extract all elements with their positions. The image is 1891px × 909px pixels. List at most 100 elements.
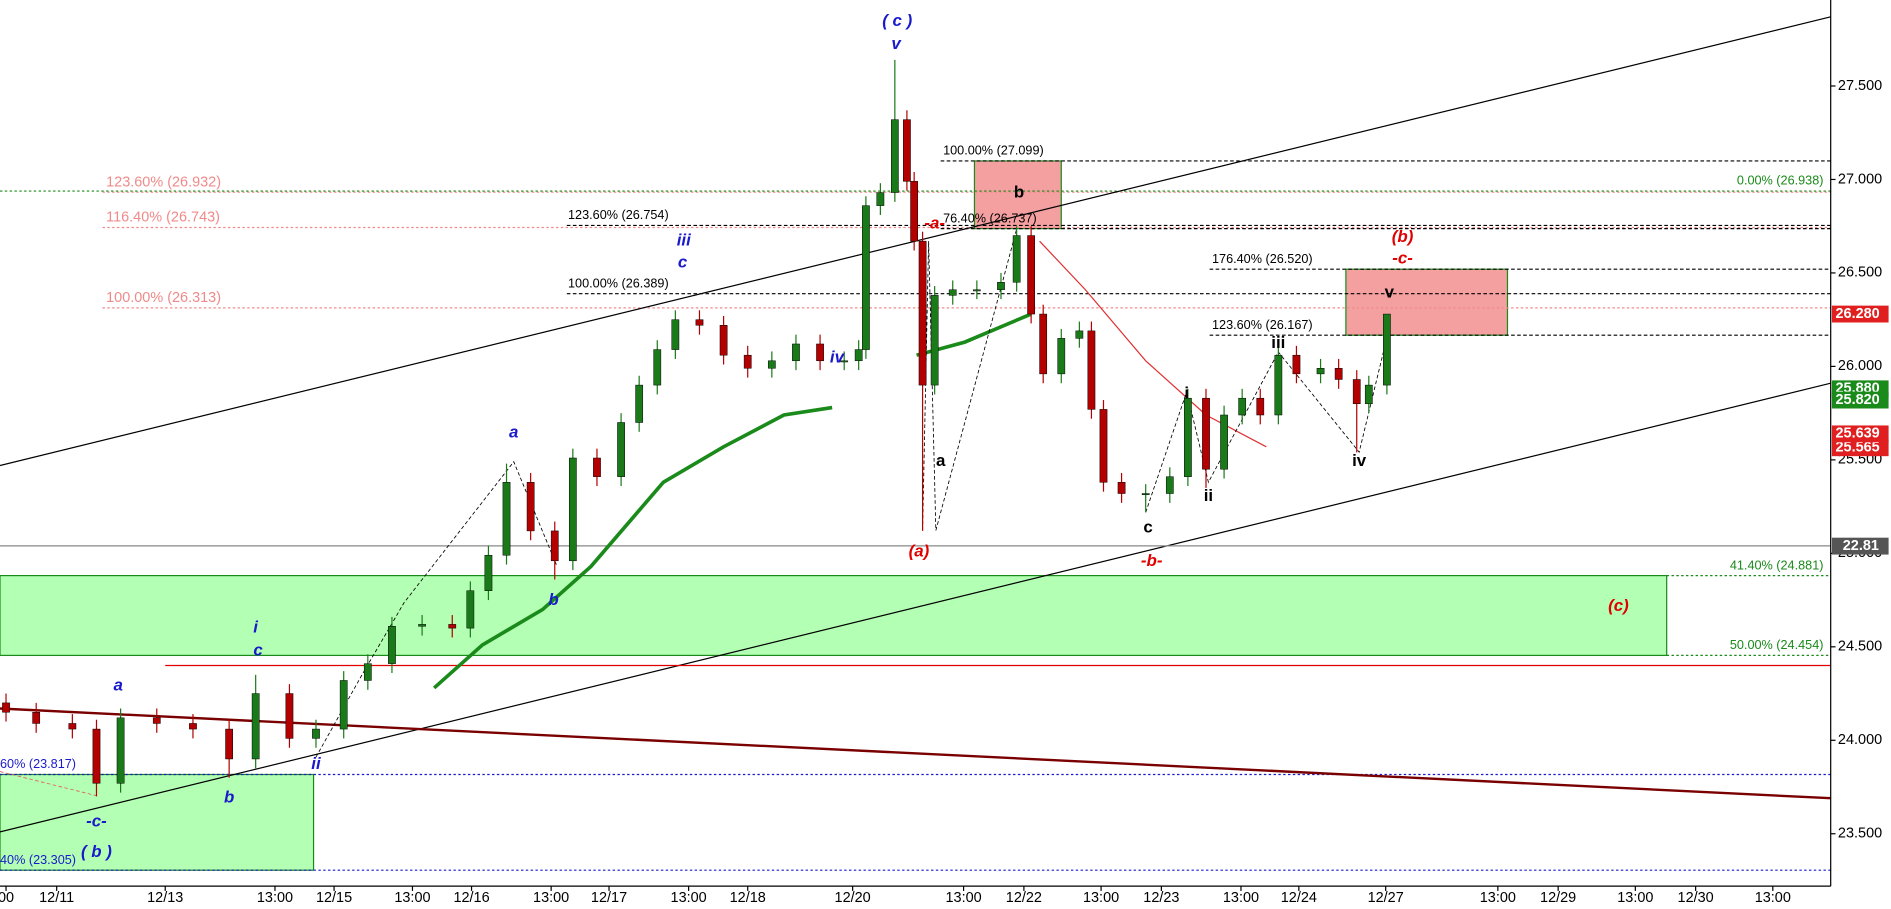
x-tick-label: 00 xyxy=(0,890,14,906)
candle-body xyxy=(816,343,824,362)
y-tick-label: 27.000 xyxy=(1838,171,1882,187)
x-tick-label: 12/11 xyxy=(39,890,74,906)
candle-body xyxy=(312,728,320,739)
zone xyxy=(973,160,1062,230)
wave-label: c xyxy=(1143,517,1152,536)
candle-body xyxy=(910,181,919,242)
candle-body xyxy=(918,240,927,386)
candle-body xyxy=(1352,379,1361,405)
y-tick-label: 27.500 xyxy=(1838,78,1882,94)
candle-body xyxy=(719,325,728,356)
candle-body xyxy=(1292,354,1301,375)
wave-label: c xyxy=(678,252,688,271)
wave-label: iv xyxy=(830,348,846,367)
level-label: 100.00% (26.313) xyxy=(106,290,221,306)
x-tick-label: 13:00 xyxy=(1223,890,1259,906)
candle-body xyxy=(1274,354,1283,416)
candle-body xyxy=(903,119,911,182)
indicator-tag-label: 22.81 xyxy=(1843,538,1879,554)
candle-body xyxy=(1057,338,1066,375)
candle-body xyxy=(1316,368,1325,375)
x-tick-label: 13:00 xyxy=(394,890,430,906)
candle-body xyxy=(1383,313,1391,386)
x-tick-label: 13:00 xyxy=(257,890,293,906)
x-tick-label: 12/29 xyxy=(1540,890,1576,906)
wave-label: ii xyxy=(311,754,321,773)
wave-label: a xyxy=(509,422,518,441)
candle-body xyxy=(1184,397,1192,477)
wave-label: a xyxy=(113,675,122,694)
wave-label: v xyxy=(891,34,902,53)
wave-label: ( b ) xyxy=(81,842,112,861)
price-tag xyxy=(1831,391,1889,409)
y-tick-label: 26.500 xyxy=(1838,265,1882,281)
price-tag xyxy=(1831,305,1889,323)
candle-body xyxy=(695,319,704,326)
candle-body xyxy=(502,482,511,556)
level-label: 123.60% (26.932) xyxy=(106,174,221,190)
candle-body xyxy=(862,205,870,350)
moving-average xyxy=(432,405,833,690)
level-label: 100.00% (26.389) xyxy=(568,276,669,290)
level-label: 40% (23.305) xyxy=(0,853,76,867)
level-label: 123.60% (26.754) xyxy=(568,208,669,222)
candle-body xyxy=(189,723,197,730)
x-tick-label: 13:00 xyxy=(1083,890,1119,906)
candle-body xyxy=(388,626,396,664)
level-label: 41.40% (24.881) xyxy=(1730,558,1824,572)
x-tick-label: 12/20 xyxy=(835,890,871,906)
wave-label: ii xyxy=(1204,486,1213,505)
wave-label: -a- xyxy=(924,214,945,233)
candle-body xyxy=(1238,397,1247,416)
candle-body xyxy=(876,192,885,206)
x-tick-label: 12/27 xyxy=(1368,890,1404,906)
x-tick-label: 13:00 xyxy=(1480,890,1516,906)
candle-body xyxy=(1027,235,1035,315)
candle-body xyxy=(526,482,535,532)
wave-label: a xyxy=(936,451,946,470)
level-label: 116.40% (26.743) xyxy=(106,210,220,226)
wave-label: b xyxy=(548,590,558,609)
wave-label: v xyxy=(1385,282,1395,301)
y-tick-label: 24.000 xyxy=(1838,732,1882,748)
level-label: 50.00% (24.454) xyxy=(1730,638,1824,652)
candle-body xyxy=(671,319,680,350)
candle-body xyxy=(743,354,752,369)
candle-body xyxy=(152,717,161,724)
candle-body xyxy=(1141,493,1150,495)
candle-body xyxy=(593,457,601,477)
zone xyxy=(0,574,1668,657)
wave-label: b xyxy=(1014,182,1024,201)
level-label: 76.40% (26.737) xyxy=(943,211,1037,225)
candle-body xyxy=(840,360,849,363)
price-tag-label: 25.565 xyxy=(1836,440,1880,456)
candle-body xyxy=(653,349,662,386)
price-tag xyxy=(1831,439,1889,457)
wave-label: (c) xyxy=(1608,596,1629,615)
candle-body xyxy=(1075,330,1084,339)
candle-body xyxy=(92,728,101,784)
wave-label: -b- xyxy=(1141,551,1163,570)
x-tick-label: 13:00 xyxy=(1755,890,1791,906)
candle-body xyxy=(418,624,426,627)
x-tick-label: 12/23 xyxy=(1143,890,1179,906)
x-tick-label: 13:00 xyxy=(533,890,569,906)
candle-body xyxy=(251,693,260,760)
x-tick-label: 12/22 xyxy=(1006,890,1042,906)
wave-label: c xyxy=(253,640,263,659)
candle-body xyxy=(930,295,939,386)
trendline xyxy=(0,707,1831,800)
wave-label: (a) xyxy=(909,542,930,561)
candle-body xyxy=(285,693,294,739)
candle-body xyxy=(484,554,493,591)
wave-label: i xyxy=(253,618,258,637)
zones xyxy=(0,160,1668,871)
price-tag-label: 25.639 xyxy=(1836,426,1880,442)
candle-body xyxy=(997,282,1005,290)
x-tick-label: 12/13 xyxy=(147,890,183,906)
price-tag-label: 26.280 xyxy=(1836,306,1880,322)
lines xyxy=(0,16,1831,871)
labels: 123.60% (26.932) 116.40% (26.743) 100.00% … xyxy=(0,11,1823,867)
candle-body xyxy=(854,349,863,362)
